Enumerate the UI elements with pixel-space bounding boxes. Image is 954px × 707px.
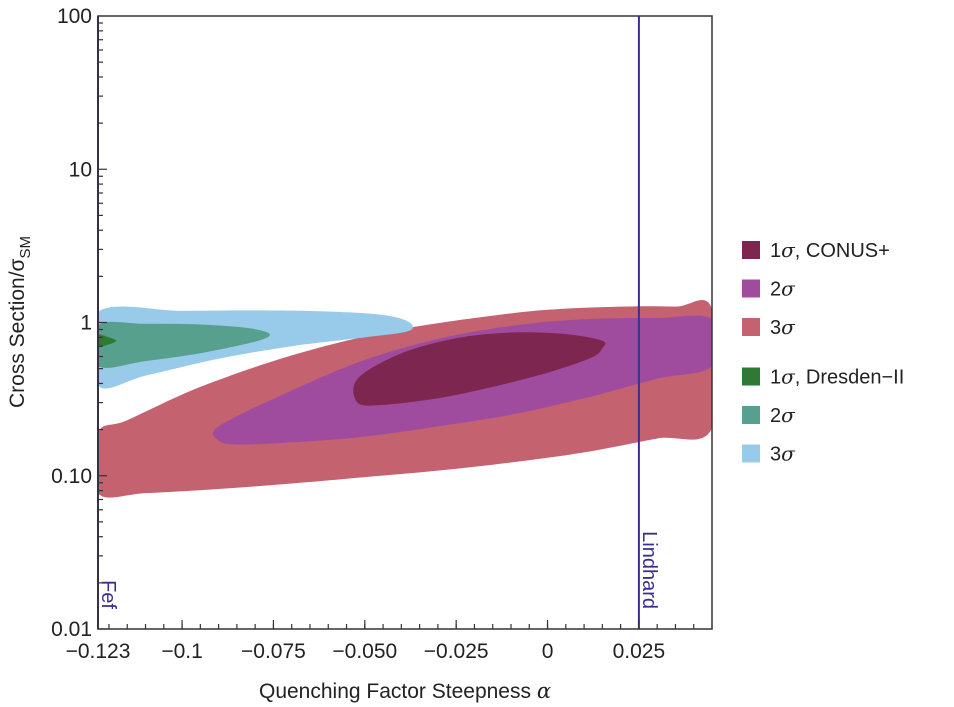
legend-swatch <box>742 241 760 259</box>
y-tick-label: 0.10 <box>51 465 92 488</box>
legend-label: 3σ <box>770 442 796 466</box>
fef-label: Fef <box>97 580 119 609</box>
x-tick-label: −0.075 <box>241 640 306 663</box>
y-tick-label: 10 <box>69 158 92 181</box>
region-dresden-ii-2sigma <box>98 321 270 368</box>
y-tick-label: 0.01 <box>51 618 92 641</box>
y-axis: 0.01 0.10 1 10 100 <box>51 5 107 641</box>
y-axis-title: Cross Section/σSM <box>6 236 34 408</box>
x-tick-label: −0.1 <box>161 640 202 663</box>
region-conus-1sigma-conus <box>353 332 606 406</box>
legend: 1σ, CONUS+ 2σ 3σ 1σ, Dresden−II 2σ 3σ <box>742 238 904 466</box>
legend-swatch <box>742 406 760 424</box>
legend-label: 2σ <box>770 403 796 427</box>
confidence-regions <box>98 299 712 498</box>
reference-lines: Fef Lindhard <box>97 16 660 629</box>
x-tick-label: −0.050 <box>332 640 397 663</box>
legend-swatch <box>742 367 760 386</box>
lindhard-label: Lindhard <box>638 531 660 609</box>
legend-swatch <box>742 318 760 336</box>
y-axis-title-subscript: SM <box>17 236 34 259</box>
y-tick-label: 1 <box>80 312 92 335</box>
x-tick-label: −0.025 <box>424 640 489 663</box>
x-tick-label: 0 <box>542 640 554 663</box>
legend-label: 1σ, CONUS+ <box>770 238 890 262</box>
legend-label: 3σ <box>770 315 796 339</box>
x-axis: −0.123 −0.1 −0.075 −0.050 −0.025 0 0.025 <box>66 620 695 663</box>
legend-label: 2σ <box>770 277 796 301</box>
alpha-symbol: α <box>537 679 551 703</box>
x-tick-label: −0.123 <box>66 640 131 663</box>
legend-swatch <box>742 279 760 298</box>
x-axis-title: Quenching Factor Steepness α <box>259 679 551 703</box>
x-tick-label: 0.025 <box>613 640 666 663</box>
legend-swatch <box>742 444 760 463</box>
y-tick-label: 100 <box>57 5 92 28</box>
legend-label: 1σ, Dresden−II <box>770 365 904 389</box>
